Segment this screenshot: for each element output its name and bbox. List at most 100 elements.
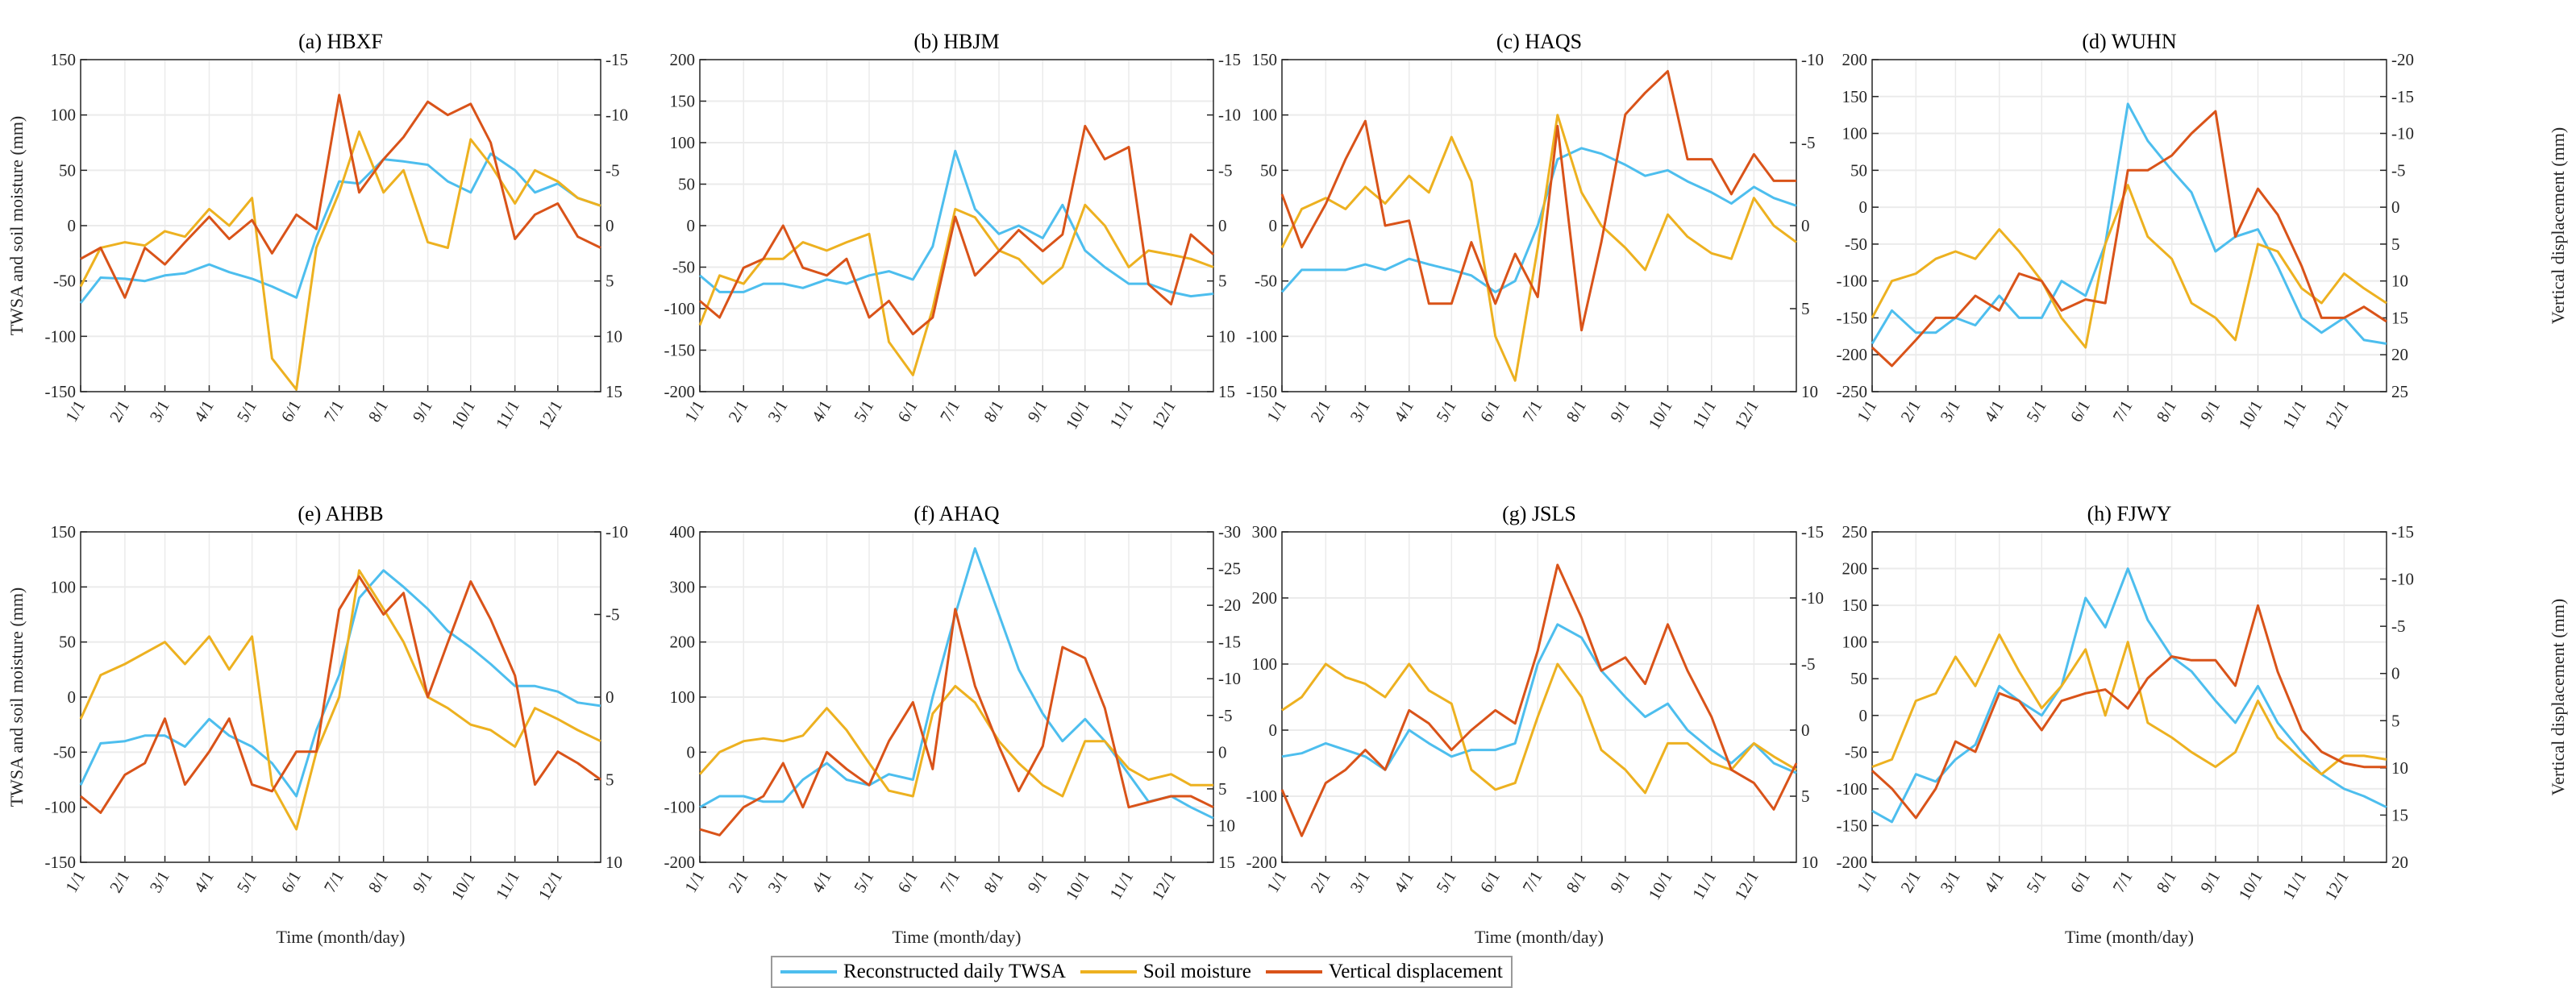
panel-a-ytick-right-label: 15 xyxy=(606,382,622,401)
panel-f-ytick-right-label: -25 xyxy=(1218,559,1241,579)
panel-h-xtick-label: 12/1 xyxy=(2320,868,2352,903)
panel-e-xtick-label: 5/1 xyxy=(233,868,260,896)
panel-f-ytick-left-label: 400 xyxy=(670,522,696,542)
panel-h-xtick-label: 7/1 xyxy=(2108,868,2136,896)
panel-d-ytick-left-label: -200 xyxy=(1837,345,1868,364)
panel-g-axes-box xyxy=(1281,531,1797,863)
panel-a-ytick-left-label: 0 xyxy=(68,216,77,235)
panel-e-title: (e) AHBB xyxy=(298,502,383,525)
legend-label-disp: Vertical displacement xyxy=(1328,961,1503,982)
panel-h-ytick-left-label: 100 xyxy=(1842,633,1868,652)
panel-h-xlabel: Time (month/day) xyxy=(2065,927,2194,947)
panel-f-xtick-label: 8/1 xyxy=(980,868,1007,896)
panel-e-ytick-left-label: 0 xyxy=(68,687,77,707)
panel-e-ytick-right-label: 10 xyxy=(606,853,622,872)
legend-swatch-disp xyxy=(1265,970,1322,973)
panel-a-ytick-right-label: -10 xyxy=(606,106,628,125)
panel-e-ytick-right-label: 5 xyxy=(606,770,614,790)
panel-h-title: (h) FJWY xyxy=(2087,502,2172,525)
panel-c-xtick-label: 11/1 xyxy=(1688,397,1720,433)
panel-h-ytick-left-label: -200 xyxy=(1837,853,1868,872)
panel-e-ytick-left-label: -150 xyxy=(45,853,77,872)
panel-g-ytick-left-label: 300 xyxy=(1252,522,1278,542)
panel-e-ytick-left-label: -50 xyxy=(53,742,76,762)
panel-g-xtick-label: 10/1 xyxy=(1644,868,1675,903)
panel-d-xtick-label: 9/1 xyxy=(2196,397,2224,426)
panel-g-twsa-line xyxy=(1281,623,1797,774)
panel-b-xtick-label: 10/1 xyxy=(1062,397,1093,433)
panel-g-xtick-label: 7/1 xyxy=(1518,868,1546,896)
panel-d-title: (d) WUHN xyxy=(2082,30,2176,53)
panel-e-xtick-label: 12/1 xyxy=(535,868,566,903)
panel-f-xtick-label: 2/1 xyxy=(724,868,751,896)
panel-h-twsa-line xyxy=(1871,567,2387,824)
panel-b-ytick-right-label: 0 xyxy=(1218,216,1227,235)
panel-g-xlabel: Time (month/day) xyxy=(1475,927,1604,947)
panel-d-ytick-left-label: 200 xyxy=(1842,50,1868,69)
panel-c-ytick-right-label: -5 xyxy=(1801,133,1816,152)
panel-a-xtick-label: 5/1 xyxy=(233,397,260,426)
panel-f-xlabel: Time (month/day) xyxy=(893,927,1022,947)
panel-g-ytick-left-label: 0 xyxy=(1269,720,1278,740)
panel-e-soil-moisture-line xyxy=(79,569,601,831)
panel-b-xtick-label: 5/1 xyxy=(850,397,877,426)
panel-h-ylabel-right: Vertical displacement (mm) xyxy=(2548,599,2568,795)
panel-c-soil-moisture-line xyxy=(1280,114,1797,382)
panel-b-vertical-displacement-line xyxy=(699,124,1214,336)
panel-c-xtick-label: 4/1 xyxy=(1390,397,1417,426)
panel-b-ytick-right-label: -10 xyxy=(1218,106,1241,125)
panel-f-twsa-line xyxy=(699,547,1214,820)
panel-h-ytick-left-label: 200 xyxy=(1842,559,1868,579)
panel-h-xtick-label: 4/1 xyxy=(1980,868,2008,896)
panel-g-ytick-left-label: -100 xyxy=(1246,787,1278,806)
panel-g-xtick-label: 9/1 xyxy=(1606,867,1633,895)
panel-f-xtick-label: 10/1 xyxy=(1062,868,1093,903)
panel-b-ytick-left-label: -100 xyxy=(664,299,696,318)
legend-item-soil: Soil moisture xyxy=(1080,961,1251,983)
panel-h-ytick-right-label: 5 xyxy=(2391,711,2400,730)
panel-e-xtick-label: 7/1 xyxy=(320,868,347,896)
panel-d-xtick-label: 7/1 xyxy=(2108,397,2136,426)
panel-a-xtick-label: 10/1 xyxy=(447,397,479,433)
panel-f-ytick-right-label: -30 xyxy=(1218,522,1241,542)
panel-f-ytick-right-label: 10 xyxy=(1218,816,1235,835)
panel-c-ytick-left-label: -50 xyxy=(1255,272,1277,291)
panel-d-xtick-label: 2/1 xyxy=(1896,397,1924,426)
panel-h-soil-moisture-line xyxy=(1871,633,2387,776)
panel-g-ytick-right-label: -10 xyxy=(1801,588,1824,608)
panel-h-xtick-label: 3/1 xyxy=(1937,868,1964,896)
panel-f-xtick-label: 11/1 xyxy=(1105,868,1137,903)
panel-e-twsa-line xyxy=(79,569,601,798)
legend: Reconstructed daily TWSA Soil moisture V… xyxy=(771,956,1513,988)
panel-b-ytick-right-label: 15 xyxy=(1218,382,1235,401)
panel-f-xtick-label: 9/1 xyxy=(1023,868,1051,896)
panel-h-xtick-label: 2/1 xyxy=(1896,868,1924,896)
panel-d-ytick-left-label: -100 xyxy=(1837,272,1868,291)
panel-e-xtick-label: 11/1 xyxy=(492,868,523,903)
panel-a-ytick-left-label: 150 xyxy=(51,50,77,69)
panel-b-ytick-left-label: 200 xyxy=(670,50,696,69)
panel-h-ytick-left-label: 50 xyxy=(1850,669,1867,688)
panel-b-ytick-left-label: 100 xyxy=(670,133,696,152)
panel-c-title: (c) HAQS xyxy=(1496,30,1582,53)
panel-a-soil-moisture-line xyxy=(79,130,601,391)
panel-c-xtick-label: 2/1 xyxy=(1306,397,1334,426)
panel-b-xtick-label: 8/1 xyxy=(980,397,1007,426)
panel-b-ytick-left-label: 50 xyxy=(678,175,695,194)
panel-a-twsa-line xyxy=(79,152,601,305)
panel-e-xtick-label: 3/1 xyxy=(146,868,173,896)
panel-b-ytick-left-label: -150 xyxy=(664,341,696,360)
panel-c-ytick-right-label: 5 xyxy=(1801,299,1810,318)
panel-d-vertical-displacement-line xyxy=(1871,110,2387,367)
panel-c-vertical-displacement-line xyxy=(1280,69,1796,332)
panel-a-ytick-left-label: 100 xyxy=(51,106,77,125)
panel-a-xtick-label: 6/1 xyxy=(277,397,305,426)
panel-h-ytick-right-label: 15 xyxy=(2391,805,2408,824)
panel-d-ylabel-right: Vertical displacement (mm) xyxy=(2548,127,2568,324)
panel-d-ytick-right-label: -20 xyxy=(2391,50,2414,69)
panel-h-ytick-left-label: 0 xyxy=(1859,706,1868,725)
panel-b-soil-moisture-line xyxy=(698,203,1214,376)
panel-h-ytick-right-label: -10 xyxy=(2391,570,2414,589)
panel-b-twsa-line xyxy=(699,149,1214,298)
panel-a-ytick-left-label: 50 xyxy=(59,160,76,180)
